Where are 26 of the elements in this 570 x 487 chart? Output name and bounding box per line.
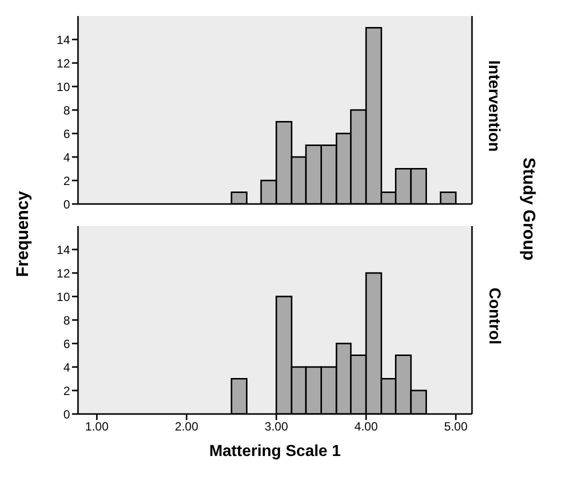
y-tick-label: 0: [63, 407, 70, 422]
y-tick-label: 2: [63, 174, 70, 188]
y-tick-label: 14: [56, 32, 70, 47]
y-tick-label: 8: [63, 313, 70, 328]
y-tick-label: 2: [63, 384, 70, 398]
y2-axis-title: Intervention: [484, 60, 502, 152]
x-tick-label: 4.00: [354, 420, 378, 434]
y-axis-title: Frequency: [13, 191, 33, 277]
y-tick-label: 10: [56, 290, 70, 304]
x-tick-label: 5.00: [444, 420, 468, 434]
x-tick-label: 1.00: [85, 420, 109, 434]
y-tick-label: 6: [63, 336, 70, 351]
y-tick-label: 10: [56, 80, 70, 94]
y-tick-label: 6: [63, 126, 70, 141]
y-tick-label: 0: [63, 197, 70, 212]
text: Study Group: [518, 158, 538, 260]
y-tick-label: 8: [63, 103, 70, 118]
x-tick-label: 3.00: [264, 420, 288, 434]
y-tick-label: 4: [63, 150, 70, 164]
x-tick-label: 2.00: [174, 420, 199, 434]
y2-axis-title: Control: [484, 288, 502, 344]
y-tick-label: 12: [56, 266, 70, 280]
y-tick-label: 4: [63, 360, 70, 374]
y-tick-label: 14: [56, 242, 70, 257]
x-axis-title: Mattering Scale 1: [209, 443, 341, 460]
y-tick-label: 12: [56, 56, 70, 70]
